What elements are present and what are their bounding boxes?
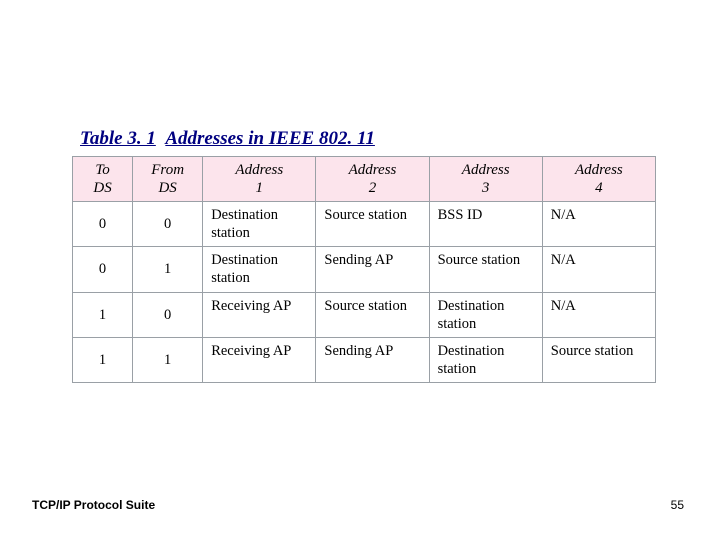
cell-addr1: Receiving AP	[203, 337, 316, 382]
cell-addr3: Destination station	[429, 337, 542, 382]
table-row: 0 0 Destination station Source station B…	[73, 202, 656, 247]
addresses-table: To DS From DS Address 1 Address 2	[72, 156, 656, 383]
table-row: 1 0 Receiving AP Source station Destinat…	[73, 292, 656, 337]
cell-from-ds: 1	[133, 337, 203, 382]
cell-to-ds: 0	[73, 247, 133, 292]
col-header-addr1: Address 1	[203, 157, 316, 202]
cell-to-ds: 0	[73, 202, 133, 247]
col-header-text: 2	[369, 180, 377, 196]
col-header-text: From	[151, 162, 184, 178]
cell-addr1: Destination station	[203, 202, 316, 247]
cell-addr2: Source station	[316, 202, 429, 247]
cell-addr3: Source station	[429, 247, 542, 292]
cell-addr2: Source station	[316, 292, 429, 337]
cell-to-ds: 1	[73, 292, 133, 337]
col-header-text: 1	[256, 180, 264, 196]
col-header-text: DS	[93, 180, 111, 196]
slide: Table 3. 1 Addresses in IEEE 802. 11 To …	[0, 0, 720, 540]
table-row: 0 1 Destination station Sending AP Sourc…	[73, 247, 656, 292]
col-header-addr3: Address 3	[429, 157, 542, 202]
cell-addr4: N/A	[542, 202, 655, 247]
cell-addr3: BSS ID	[429, 202, 542, 247]
col-header-text: Address	[349, 162, 397, 178]
col-header-addr4: Address 4	[542, 157, 655, 202]
cell-to-ds: 1	[73, 337, 133, 382]
addresses-table-wrap: To DS From DS Address 1 Address 2	[72, 156, 656, 383]
cell-from-ds: 0	[133, 202, 203, 247]
table-header-row: To DS From DS Address 1 Address 2	[73, 157, 656, 202]
col-header-text: Address	[575, 162, 623, 178]
col-header-from-ds: From DS	[133, 157, 203, 202]
col-header-text: Address	[235, 162, 283, 178]
cell-from-ds: 1	[133, 247, 203, 292]
col-header-text: 3	[482, 180, 490, 196]
col-header-text: 4	[595, 180, 603, 196]
col-header-text: To	[95, 162, 109, 178]
cell-addr1: Destination station	[203, 247, 316, 292]
cell-addr2: Sending AP	[316, 337, 429, 382]
col-header-to-ds: To DS	[73, 157, 133, 202]
col-header-text: Address	[462, 162, 510, 178]
cell-from-ds: 0	[133, 292, 203, 337]
footer-source: TCP/IP Protocol Suite	[32, 498, 155, 512]
cell-addr3: Destination station	[429, 292, 542, 337]
table-caption: Table 3. 1 Addresses in IEEE 802. 11	[80, 128, 375, 150]
cell-addr4: N/A	[542, 247, 655, 292]
cell-addr1: Receiving AP	[203, 292, 316, 337]
cell-addr2: Sending AP	[316, 247, 429, 292]
page-number: 55	[671, 498, 684, 512]
cell-addr4: Source station	[542, 337, 655, 382]
table-label: Table 3. 1	[80, 128, 156, 149]
table-title: Addresses in IEEE 802. 11	[165, 128, 375, 149]
cell-addr4: N/A	[542, 292, 655, 337]
col-header-text: DS	[158, 180, 176, 196]
table-row: 1 1 Receiving AP Sending AP Destination …	[73, 337, 656, 382]
col-header-addr2: Address 2	[316, 157, 429, 202]
